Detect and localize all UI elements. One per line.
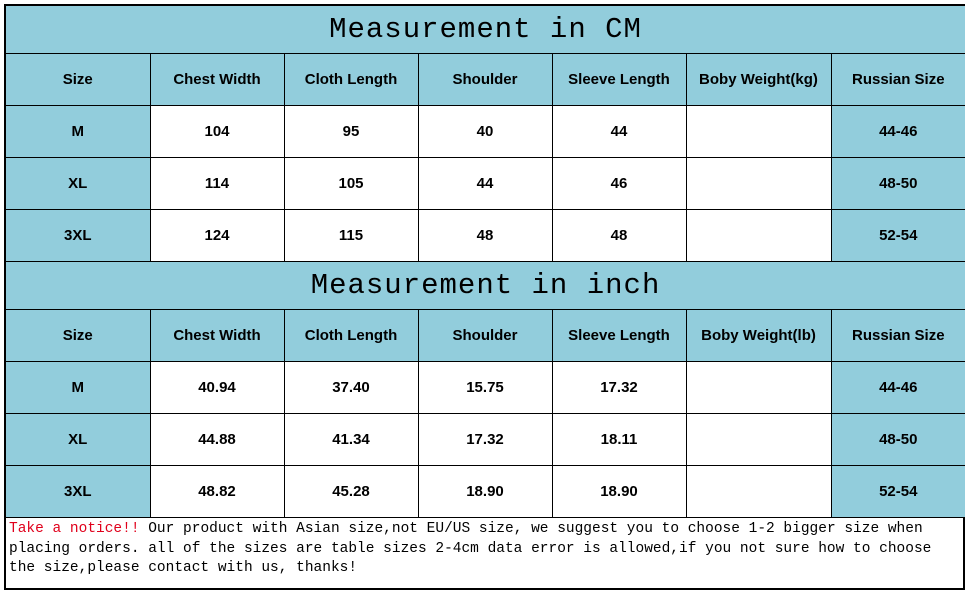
cell-russian-size: 48-50 [830, 413, 966, 466]
header-cloth-length: Cloth Length [283, 53, 419, 106]
cell-russian-size: 52-54 [830, 209, 966, 262]
cell-chest-width: 114 [149, 157, 285, 210]
cm-table-title: Measurement in CM [6, 6, 966, 54]
cell-sleeve-length: 18.90 [551, 465, 687, 518]
cell-cloth-length: 37.40 [283, 361, 419, 414]
cell-sleeve-length: 48 [551, 209, 687, 262]
cell-sleeve-length: 18.11 [551, 413, 687, 466]
cell-size: M [6, 105, 151, 158]
size-chart: Measurement in CM Size Chest Width Cloth… [4, 4, 966, 590]
cell-russian-size: 44-46 [830, 105, 966, 158]
header-body-weight: Boby Weight(lb) [685, 309, 832, 362]
header-shoulder: Shoulder [417, 309, 553, 362]
cell-sleeve-length: 44 [551, 105, 687, 158]
cell-cloth-length: 115 [283, 209, 419, 262]
cell-cloth-length: 105 [283, 157, 419, 210]
table-row: 3XL 48.82 45.28 18.90 18.90 52-54 [6, 465, 966, 518]
table-row: M 40.94 37.40 15.75 17.32 44-46 [6, 361, 966, 414]
cell-body-weight [685, 465, 832, 518]
cell-size: M [6, 361, 151, 414]
cm-header-row: Size Chest Width Cloth Length Shoulder S… [6, 53, 966, 106]
cell-body-weight [685, 157, 832, 210]
cell-size: XL [6, 413, 151, 466]
header-sleeve-length: Sleeve Length [551, 309, 687, 362]
cell-body-weight [685, 361, 832, 414]
header-chest-width: Chest Width [149, 309, 285, 362]
cell-chest-width: 48.82 [149, 465, 285, 518]
header-size: Size [6, 53, 151, 106]
table-row: M 104 95 40 44 44-46 [6, 105, 966, 158]
inch-table-title: Measurement in inch [6, 261, 966, 310]
cell-size: 3XL [6, 209, 151, 262]
size-notice: Take a notice!! Our product with Asian s… [6, 518, 963, 579]
cell-shoulder: 15.75 [417, 361, 553, 414]
inch-header-row: Size Chest Width Cloth Length Shoulder S… [6, 309, 966, 362]
header-shoulder: Shoulder [417, 53, 553, 106]
cell-size: XL [6, 157, 151, 210]
header-russian-size: Russian Size [830, 309, 966, 362]
table-row: XL 114 105 44 46 48-50 [6, 157, 966, 210]
notice-body: Our product with Asian size,not EU/US si… [9, 521, 932, 576]
header-chest-width: Chest Width [149, 53, 285, 106]
header-size: Size [6, 309, 151, 362]
notice-lead: Take a notice!! [9, 521, 140, 537]
cell-russian-size: 48-50 [830, 157, 966, 210]
cell-shoulder: 48 [417, 209, 553, 262]
cell-cloth-length: 41.34 [283, 413, 419, 466]
cell-size: 3XL [6, 465, 151, 518]
cell-sleeve-length: 17.32 [551, 361, 687, 414]
cell-russian-size: 52-54 [830, 465, 966, 518]
header-body-weight: Boby Weight(kg) [685, 53, 832, 106]
cell-chest-width: 124 [149, 209, 285, 262]
cell-sleeve-length: 46 [551, 157, 687, 210]
cell-body-weight [685, 105, 832, 158]
cell-shoulder: 18.90 [417, 465, 553, 518]
header-russian-size: Russian Size [830, 53, 966, 106]
cell-russian-size: 44-46 [830, 361, 966, 414]
cell-body-weight [685, 209, 832, 262]
header-cloth-length: Cloth Length [283, 309, 419, 362]
cell-cloth-length: 45.28 [283, 465, 419, 518]
size-table: Measurement in CM Size Chest Width Cloth… [6, 6, 966, 518]
cell-body-weight [685, 413, 832, 466]
header-sleeve-length: Sleeve Length [551, 53, 687, 106]
cell-chest-width: 104 [149, 105, 285, 158]
cell-shoulder: 17.32 [417, 413, 553, 466]
cell-cloth-length: 95 [283, 105, 419, 158]
cell-shoulder: 44 [417, 157, 553, 210]
cell-shoulder: 40 [417, 105, 553, 158]
table-row: 3XL 124 115 48 48 52-54 [6, 209, 966, 262]
cell-chest-width: 40.94 [149, 361, 285, 414]
cell-chest-width: 44.88 [149, 413, 285, 466]
table-row: XL 44.88 41.34 17.32 18.11 48-50 [6, 413, 966, 466]
